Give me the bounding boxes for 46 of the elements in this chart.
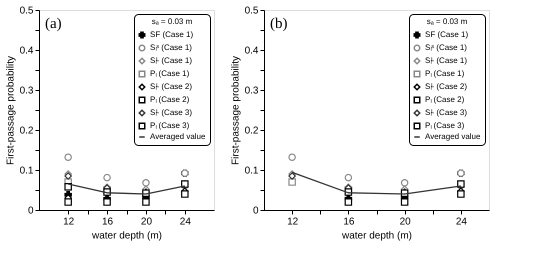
legend-label: Averaged value — [425, 132, 481, 141]
legend-label: Sₗˢ (Case 1) — [425, 43, 468, 52]
legend-label: Sₗᴸ (Case 2) — [150, 82, 192, 91]
legend-label: Pₗ (Case 1) — [150, 69, 190, 78]
legend-label: Pₗ (Case 1) — [425, 69, 465, 78]
y-tick-label: 0.4 — [20, 46, 34, 56]
x-tick-label: 12 — [63, 216, 75, 228]
x-axis-title: water depth (m) — [90, 230, 162, 242]
x-axis-title: water depth (m) — [340, 230, 412, 242]
legend-label: Sₗᴸ (Case 3) — [150, 108, 192, 117]
legend-label: SF (Case 1) — [425, 30, 468, 39]
legend-label: Averaged value — [150, 132, 206, 141]
y-tick-label: 0.2 — [244, 126, 259, 136]
x-tick-label: 12 — [287, 216, 299, 228]
legend-label: Pₗ (Case 3) — [150, 121, 190, 130]
legend-label: Sₗᴸ (Case 1) — [150, 56, 192, 65]
y-tick-label: 0.5 — [20, 6, 34, 16]
x-tick-label: 20 — [140, 216, 152, 228]
legend-label: Pₗ (Case 2) — [425, 95, 465, 104]
legend-label: Pₗ (Case 3) — [425, 121, 465, 130]
y-tick-label: 0.1 — [244, 166, 259, 176]
y-tick-label: 0.2 — [20, 126, 34, 136]
y-tick-label: 0.3 — [20, 86, 34, 96]
x-tick-label: 20 — [400, 216, 412, 228]
y-axis-title: First-passage probability — [230, 56, 242, 165]
legend-label: Pₗ (Case 2) — [150, 95, 190, 104]
chart-title: (b) — [270, 16, 288, 32]
y-tick-label: 0.1 — [20, 166, 34, 176]
legend-title: sₐ = 0.03 m — [152, 17, 193, 26]
legend-label: Sₗˢ (Case 1) — [150, 43, 192, 52]
y-tick-label: 0 — [28, 206, 34, 216]
legend-label: SF (Case 1) — [150, 30, 194, 39]
x-tick-label: 16 — [343, 216, 355, 228]
y-axis-title: First-passage probability — [6, 56, 17, 165]
legend-label: Sₗᴸ (Case 3) — [425, 108, 468, 117]
y-tick-label: 0.4 — [244, 46, 259, 56]
y-tick-label: 0.3 — [244, 86, 259, 96]
legend-label: Sₗᴸ (Case 1) — [425, 56, 468, 65]
x-tick-label: 24 — [456, 216, 468, 228]
x-tick-label: 24 — [180, 216, 192, 228]
x-tick-label: 16 — [102, 216, 114, 228]
legend-label: Sₗᴸ (Case 2) — [425, 82, 468, 91]
chart-title: (a) — [45, 16, 62, 32]
y-tick-label: 0 — [252, 206, 259, 216]
legend-title: sₐ = 0.03 m — [426, 17, 468, 26]
y-tick-label: 0.5 — [244, 6, 259, 16]
